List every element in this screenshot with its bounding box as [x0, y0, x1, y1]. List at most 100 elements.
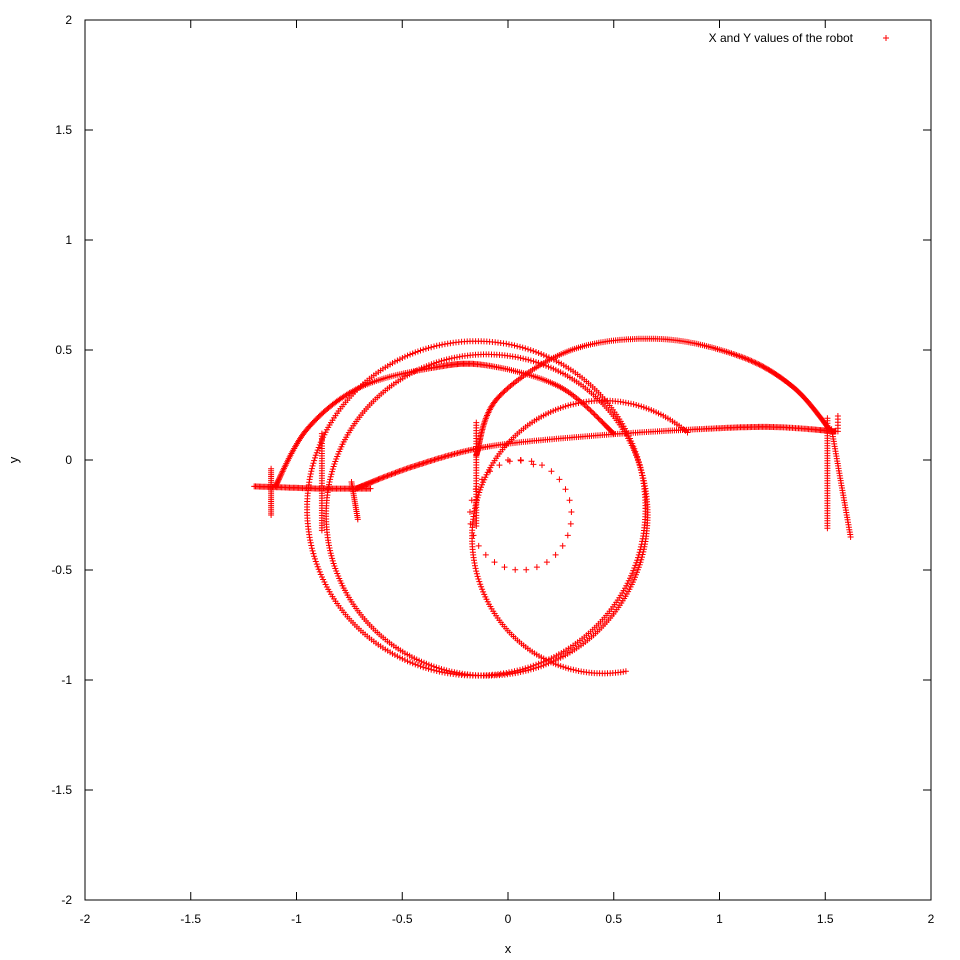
data-point [639, 469, 645, 476]
data-point [309, 462, 316, 469]
data-point [439, 341, 446, 348]
data-point [525, 667, 532, 674]
data-point [475, 542, 482, 549]
data-point [431, 343, 437, 350]
data-point [473, 568, 480, 575]
axis-ticks: -2 -1.5 -1 -0.5 0 0.5 1 1.5 2 2 1.5 1 0.5 0 -0.5 -1 -1.5… [51, 13, 934, 926]
data-point [472, 562, 478, 569]
data-point [538, 351, 545, 357]
data-point [448, 355, 455, 362]
data-point [392, 469, 399, 476]
data-point [414, 662, 421, 669]
y-tick-label: 2 [65, 13, 72, 27]
data-point [312, 454, 318, 461]
data-point [533, 564, 540, 571]
data-point [330, 463, 337, 470]
data-point [519, 344, 526, 351]
data-point [308, 465, 315, 472]
data-point [515, 669, 521, 676]
data-point [312, 555, 318, 562]
data-point [438, 666, 445, 673]
data-point [308, 468, 315, 475]
data-point [752, 359, 759, 366]
data-point [314, 447, 321, 454]
data-point [307, 537, 314, 544]
data-point [420, 664, 427, 671]
data-point [506, 341, 512, 348]
data-point [318, 430, 325, 437]
data-point [530, 348, 537, 354]
data-point [565, 402, 572, 409]
data-point [308, 542, 315, 549]
data-point [587, 407, 594, 414]
data-point [512, 566, 519, 573]
data-point [633, 402, 640, 408]
data-point [308, 545, 315, 552]
data-point [326, 545, 333, 551]
data-point [517, 457, 524, 464]
data-point [588, 408, 595, 415]
data-point [313, 449, 320, 456]
data-point [491, 559, 498, 566]
data-point [552, 551, 559, 558]
data-point [468, 497, 475, 504]
data-point [354, 516, 361, 523]
data-point [527, 666, 534, 673]
data-point [585, 406, 592, 412]
data-point [277, 474, 283, 480]
data-point [522, 356, 529, 363]
data-point [446, 668, 453, 675]
x-tick-label: 2 [928, 912, 935, 926]
data-point [433, 664, 440, 671]
data-point [414, 348, 421, 355]
data-point [473, 419, 480, 426]
x-tick-label: 1.5 [817, 912, 834, 926]
data-point [749, 358, 756, 365]
legend-label: X and Y values of the robot [709, 31, 854, 45]
data-point [496, 462, 503, 469]
data-point [570, 401, 577, 408]
data-point [474, 494, 481, 501]
data-point [530, 358, 537, 365]
data-point [543, 559, 550, 566]
data-point [310, 460, 317, 467]
data-point [517, 343, 523, 350]
data-point [329, 557, 336, 564]
data-point [517, 669, 524, 675]
data-point [584, 404, 591, 411]
data-point [409, 350, 416, 357]
data-point [328, 471, 335, 478]
data-point [528, 458, 535, 465]
data-point [570, 666, 577, 673]
data-point [313, 561, 320, 568]
data-point [309, 547, 316, 554]
data-point [441, 357, 448, 364]
y-tick-label: 1 [65, 233, 72, 247]
y-axis-label: y [6, 456, 21, 463]
data-point [315, 566, 322, 573]
data-point [473, 570, 480, 577]
data-point [312, 452, 319, 459]
data-point [475, 576, 482, 582]
data-point [307, 539, 314, 546]
data-point [834, 428, 841, 435]
data-point [476, 578, 483, 585]
data-point [631, 565, 638, 571]
data-point [568, 509, 575, 515]
y-tick-label: -0.5 [51, 563, 72, 577]
data-point [417, 663, 424, 670]
data-point [381, 473, 388, 480]
data-point [327, 547, 334, 554]
data-point [409, 660, 416, 667]
data-point [317, 439, 324, 446]
data-point [436, 342, 443, 349]
data-point [327, 550, 334, 557]
data-point [756, 361, 763, 368]
data-point [639, 472, 646, 479]
y-tick-label: 0 [65, 453, 72, 467]
x-tick-label: -2 [80, 912, 91, 926]
data-point [527, 357, 534, 364]
data-point [517, 355, 524, 361]
data-point [559, 542, 566, 549]
data-point [744, 356, 751, 363]
